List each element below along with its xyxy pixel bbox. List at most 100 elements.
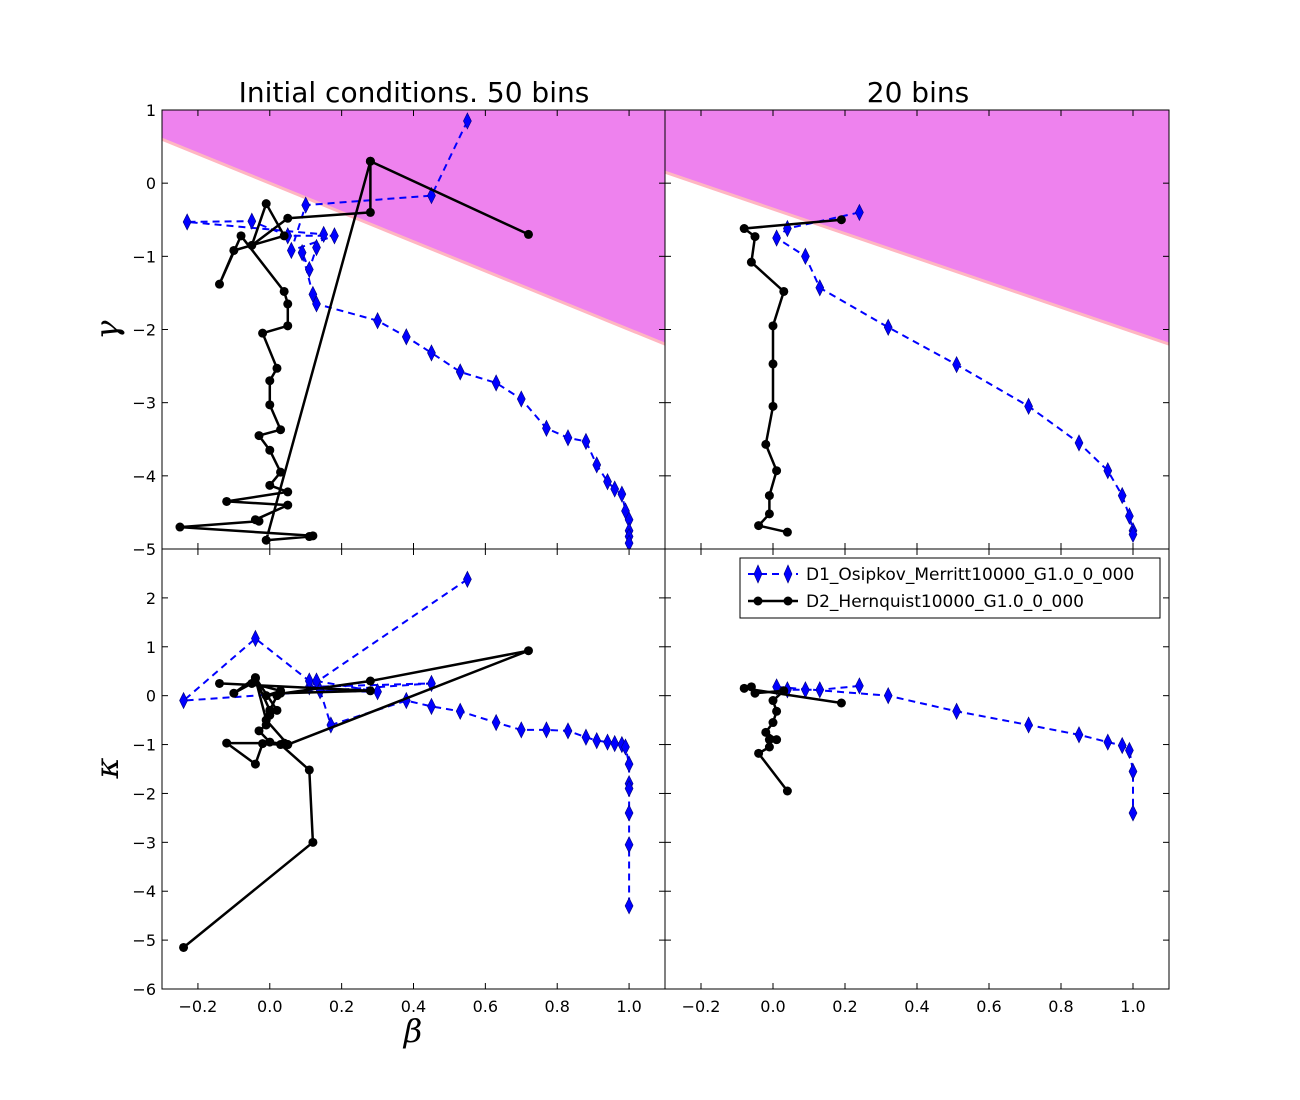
y-tick-label: −4 [132, 467, 156, 486]
data-point-d1 [1125, 741, 1134, 760]
legend-marker-d2 [753, 596, 763, 606]
data-point-d2 [761, 727, 771, 737]
y-tick-label: −2 [132, 784, 156, 803]
boundary-line [161, 137, 666, 346]
data-point-d1 [308, 285, 318, 304]
data-point-d1 [373, 312, 382, 330]
data-point-d2 [523, 229, 533, 239]
data-point-d2 [304, 532, 314, 542]
data-point-d1 [182, 213, 192, 231]
x-tick-label: 0.6 [473, 997, 498, 1016]
data-point-d1 [491, 713, 501, 732]
y-tick-label: −5 [132, 931, 156, 950]
data-point-d1 [563, 722, 573, 740]
data-point-d2 [265, 705, 275, 715]
data-point-d2 [768, 696, 778, 706]
y-tick-label: −4 [132, 882, 156, 901]
panel-frame [664, 548, 1170, 990]
series-line-d2 [178, 159, 530, 542]
data-point-d1 [179, 691, 188, 710]
title-initial-conditions: Initial conditions. 50 bins [239, 76, 590, 109]
data-point-d2 [276, 425, 286, 435]
data-point-d1 [1128, 525, 1138, 544]
data-point-d2 [229, 245, 239, 255]
data-point-d1 [427, 697, 436, 716]
data-point-d2 [768, 718, 778, 728]
data-point-d2 [772, 466, 782, 476]
x-tick-label: 0.8 [544, 997, 569, 1016]
y-tick-label: 2 [146, 589, 156, 608]
y-tick-label: −6 [132, 980, 156, 999]
data-point-d2 [179, 942, 189, 952]
data-point-d2 [836, 698, 846, 708]
data-point-d2 [279, 231, 289, 241]
data-point-d2 [779, 286, 789, 296]
data-point-d1 [815, 681, 825, 699]
data-point-d1 [624, 534, 634, 549]
legend-marker-d1 [753, 564, 763, 584]
data-point-d2 [261, 691, 271, 701]
data-point-d1 [287, 241, 296, 260]
data-point-d1 [581, 728, 591, 746]
panel-top-right [664, 109, 1170, 550]
data-point-d2 [283, 321, 293, 331]
data-point-d2 [754, 748, 764, 758]
data-point-d1 [603, 473, 612, 491]
data-point-d1 [516, 390, 526, 408]
data-point-d1 [610, 480, 620, 498]
data-point-d2 [523, 646, 533, 656]
data-point-d2 [283, 487, 293, 497]
data-point-d2 [761, 439, 771, 449]
data-point-d2 [779, 686, 789, 696]
data-point-d2 [276, 688, 286, 698]
legend-frame [739, 557, 1161, 619]
data-point-d2 [258, 328, 268, 338]
data-point-d2 [265, 376, 275, 386]
data-point-d1 [801, 247, 810, 266]
data-point-d2 [250, 759, 260, 769]
x-tick-label: 0.0 [257, 997, 282, 1016]
data-point-d2 [746, 257, 756, 267]
y-tick-label: 1 [146, 101, 156, 120]
panels-layer: 10−1−2−3−4−5−0.2 0.0 0.2 0.4 0.6 0.8 1.0210−1−… [132, 101, 1170, 1016]
panel-bottom-left: −0.2 0.0 0.2 0.4 0.6 0.8 1.0 2 1 0 −1 −2 −3 −4 −5 −6 [132, 548, 666, 1016]
data-point-d2 [768, 321, 778, 331]
data-point-d2 [764, 491, 774, 501]
data-point-d1 [463, 570, 472, 588]
data-point-d1 [1125, 507, 1134, 525]
data-point-d2 [764, 742, 774, 752]
data-point-d1 [624, 836, 634, 854]
data-point-d2 [750, 688, 760, 698]
data-point-d2 [265, 400, 275, 410]
data-point-d2 [236, 231, 246, 241]
data-point-d2 [782, 786, 792, 796]
data-point-d2 [229, 688, 239, 698]
y-tick-label: −5 [132, 540, 156, 559]
data-point-d2 [261, 199, 271, 209]
data-point-d1 [883, 686, 893, 705]
ylabel-kappa: κ [88, 757, 126, 779]
data-point-d2 [175, 522, 185, 532]
x-tick-label: −0.2 [682, 997, 721, 1016]
data-point-d1 [304, 260, 314, 279]
x-tick-label: 0.6 [976, 997, 1001, 1016]
data-point-d1 [516, 721, 526, 739]
legend-label-d2: D2_Hernquist10000_G1.0_0_000 [806, 592, 1084, 612]
data-point-d2 [222, 496, 232, 506]
data-point-d2 [261, 535, 271, 545]
data-point-d1 [617, 485, 627, 503]
data-point-d1 [581, 432, 591, 451]
data-point-d1 [624, 804, 634, 822]
y-tick-label: −1 [132, 247, 156, 266]
y-tick-label: 0 [146, 174, 156, 193]
data-point-d2 [265, 480, 275, 490]
data-point-d2 [836, 215, 846, 225]
data-point-d1 [373, 683, 382, 701]
x-tick-label: 0.8 [1048, 997, 1073, 1016]
data-point-d1 [952, 702, 961, 720]
data-point-d1 [1103, 733, 1113, 751]
data-point-d1 [1128, 804, 1138, 822]
x-tick-label: 0.2 [329, 997, 354, 1016]
data-point-d2 [764, 735, 774, 745]
